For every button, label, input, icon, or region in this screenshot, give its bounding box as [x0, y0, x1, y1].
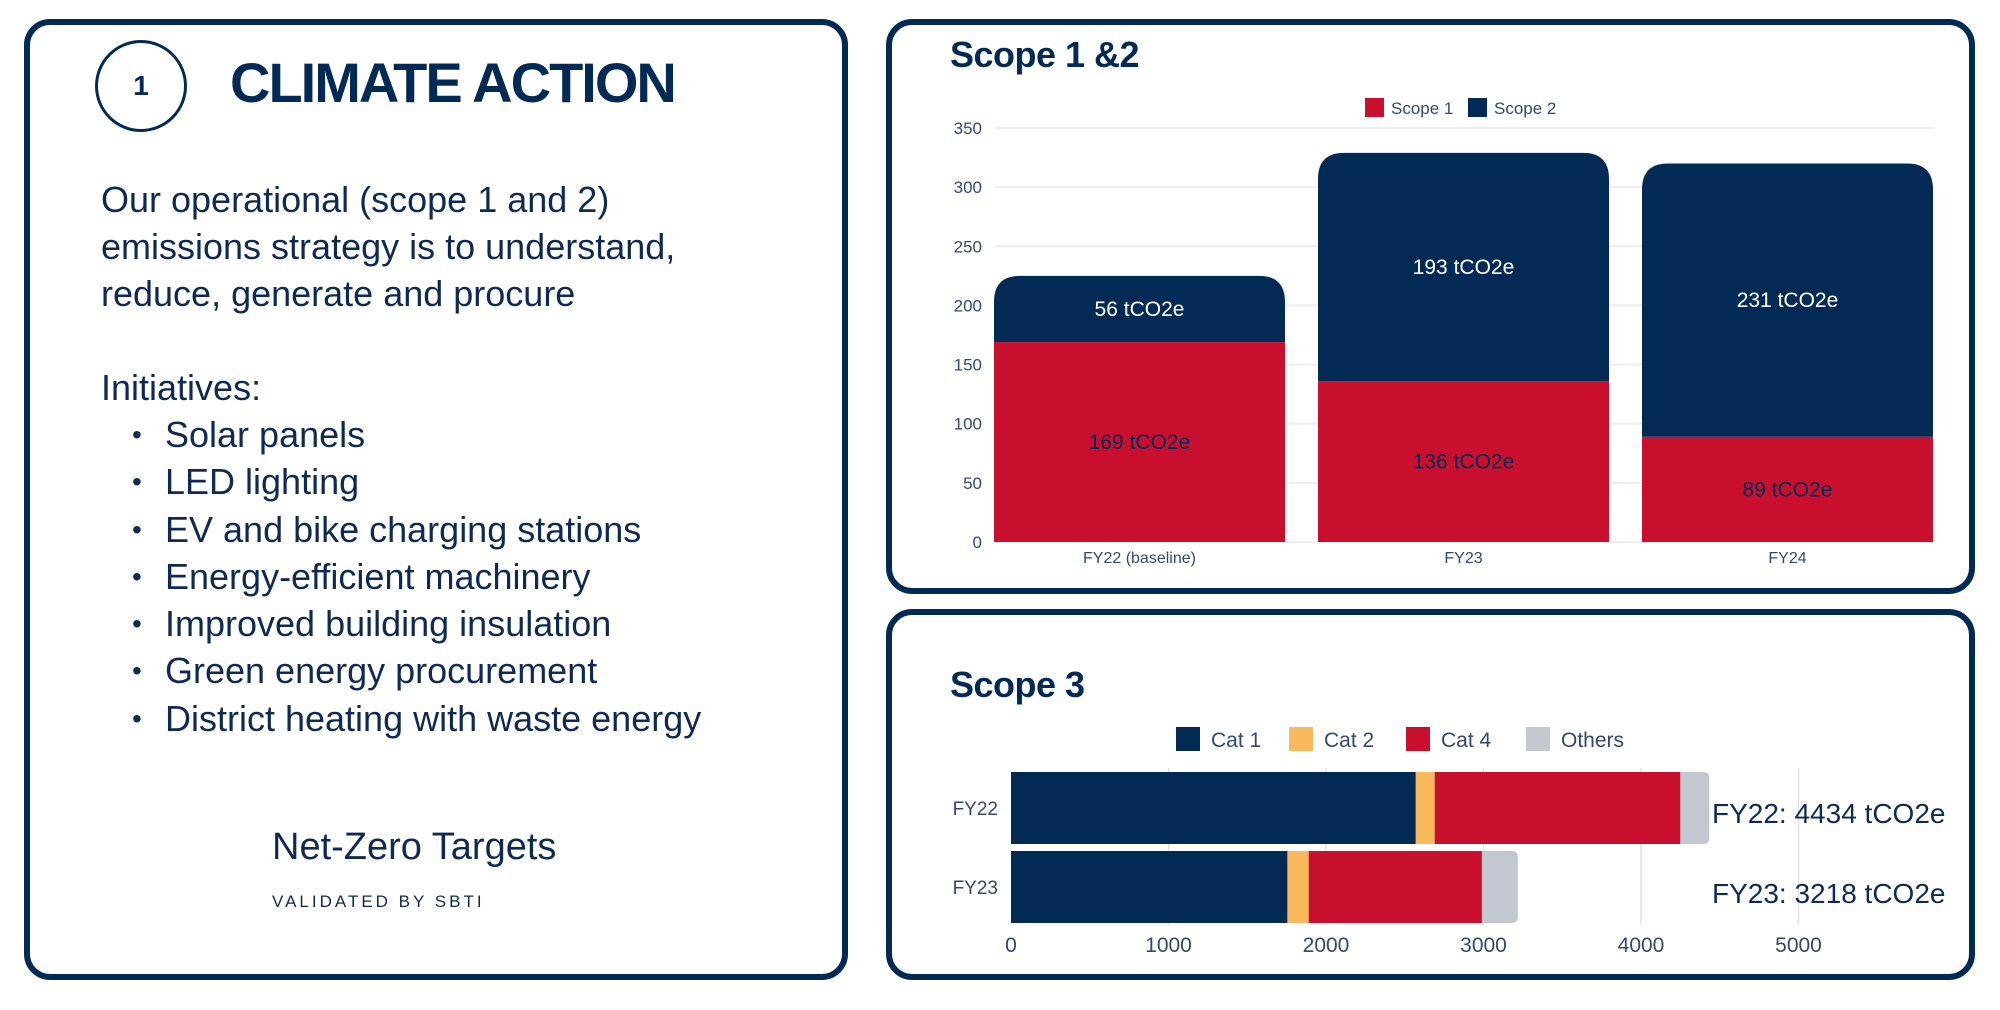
y-tick-label: FY23 — [953, 878, 998, 899]
legend-label: Scope 1 — [1391, 99, 1453, 118]
strategy-line: Our operational (scope 1 and 2) — [101, 179, 610, 220]
legend-swatch-scope-1 — [1365, 98, 1384, 117]
list-item: • EV and bike charging stations — [130, 506, 701, 553]
bar-segment-scope-2 — [994, 275, 1285, 343]
legend-swatch-cat-2 — [1289, 727, 1313, 751]
bar-segment-cat-1 — [1011, 772, 1416, 844]
total-annotation: FY23: 3218 tCO2e — [1712, 878, 1945, 909]
legend-swatch-cat-4 — [1406, 727, 1430, 751]
y-tick-label: 200 — [954, 296, 982, 315]
legend-swatch-scope-2 — [1468, 98, 1487, 117]
strategy-line: reduce, generate and procure — [101, 273, 576, 314]
bullet-icon: • — [132, 702, 142, 734]
x-tick-label: 0 — [1005, 934, 1017, 957]
initiative-text: Green energy procurement — [165, 650, 598, 692]
legend-label: Cat 4 — [1441, 729, 1492, 752]
data-label: 56 tCO2e — [1095, 298, 1185, 321]
x-tick-label: 5000 — [1775, 934, 1822, 957]
x-tick-label: FY23 — [1444, 550, 1482, 567]
legend-label: Others — [1561, 729, 1624, 752]
bullet-icon: • — [132, 466, 142, 498]
scope-1-2-title: Scope 1 &2 — [950, 34, 1140, 75]
bar-segment-scope-2 — [1318, 152, 1609, 382]
list-item: • Improved building insulation — [130, 600, 701, 647]
list-item: • Solar panels — [130, 411, 701, 458]
legend-label: Scope 2 — [1494, 99, 1556, 118]
initiatives-heading: Initiatives: — [101, 367, 262, 408]
bullet-icon: • — [132, 608, 142, 640]
y-tick-label: 50 — [963, 474, 982, 493]
bar-segment-others — [1680, 772, 1710, 844]
y-tick-label: 350 — [954, 119, 982, 138]
data-label: 231 tCO2e — [1737, 289, 1839, 312]
y-tick-label: 100 — [954, 415, 982, 434]
y-tick-label: 300 — [954, 178, 982, 197]
bar-segment-cat-1 — [1011, 851, 1288, 923]
initiatives-list: • Solar panels • LED lighting • EV and bike… — [130, 411, 701, 742]
data-label: 89 tCO2e — [1743, 478, 1833, 501]
initiative-text: District heating with waste energy — [165, 697, 702, 739]
x-tick-label: FY24 — [1768, 550, 1806, 567]
bullet-icon: • — [132, 655, 142, 687]
initiative-text: LED lighting — [165, 461, 360, 503]
data-label: 136 tCO2e — [1413, 451, 1515, 474]
legend-swatch-cat-1 — [1176, 727, 1200, 751]
initiative-text: Energy-efficient machinery — [165, 555, 591, 597]
total-annotation: FY22: 4434 tCO2e — [1712, 798, 1945, 829]
y-tick-label: FY22 — [953, 799, 998, 820]
list-item: • LED lighting — [130, 458, 701, 505]
bar-segment-scope-2 — [1642, 163, 1933, 437]
page-title: CLIMATE ACTION — [230, 51, 677, 114]
list-item: • District heating with waste energy — [130, 695, 701, 742]
x-tick-label: FY22 (baseline) — [1083, 550, 1196, 567]
list-item: • Energy-efficient machinery — [130, 553, 701, 600]
bar-segment-cat-2 — [1415, 772, 1435, 844]
strategy-line: emissions strategy is to understand, — [101, 226, 676, 267]
bar-segment-cat-4 — [1308, 851, 1482, 923]
legend-label: Cat 1 — [1211, 729, 1261, 752]
bar-segment-scope-1 — [994, 342, 1285, 542]
climate-action-panel — [24, 19, 848, 980]
bar-segment-others — [1481, 851, 1518, 923]
scope-3-title: Scope 3 — [950, 664, 1085, 705]
net-zero-subtitle: VALIDATED BY SBTI — [272, 892, 485, 911]
bar-segment-scope-1 — [1642, 436, 1933, 542]
bullet-icon: • — [132, 419, 142, 450]
y-tick-label: 250 — [954, 237, 982, 256]
bar-segment-scope-1 — [1318, 381, 1609, 542]
data-label: 193 tCO2e — [1413, 256, 1515, 279]
bar-segment-cat-4 — [1434, 772, 1681, 844]
data-label: 169 tCO2e — [1089, 431, 1191, 454]
initiative-text: Solar panels — [165, 414, 366, 455]
y-tick-label: 150 — [954, 356, 982, 375]
net-zero-title: Net-Zero Targets — [272, 826, 557, 868]
bullet-icon: • — [132, 513, 142, 545]
initiative-text: Improved building insulation — [165, 603, 612, 645]
legend-swatch-others — [1526, 727, 1550, 751]
section-number-badge: 1 — [95, 40, 187, 132]
bar-segment-cat-2 — [1287, 851, 1309, 923]
section-number: 1 — [133, 70, 149, 101]
x-tick-label: 3000 — [1460, 934, 1507, 957]
bullet-icon: • — [132, 560, 142, 592]
x-tick-label: 4000 — [1618, 934, 1665, 957]
list-item: • Green energy procurement — [130, 647, 701, 694]
y-tick-label: 0 — [973, 533, 982, 552]
legend-label: Cat 2 — [1324, 729, 1374, 752]
strategy-description: Our operational (scope 1 and 2) emission… — [101, 176, 801, 317]
initiative-text: EV and bike charging stations — [165, 508, 642, 550]
x-tick-label: 1000 — [1145, 934, 1192, 957]
x-tick-label: 2000 — [1303, 934, 1350, 957]
